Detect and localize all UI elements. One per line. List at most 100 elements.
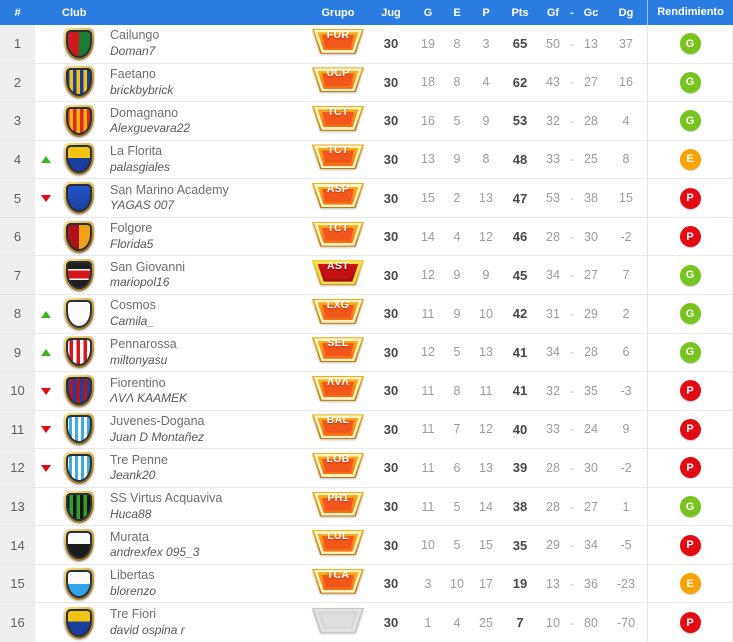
club-crest-icon (64, 220, 94, 253)
manager-name[interactable]: Huca88 (110, 506, 152, 521)
club-cell[interactable]: Cosmos Camila_ (101, 298, 307, 329)
table-row[interactable]: 2 Faetano brickbybrick (0, 63, 733, 103)
club-cell[interactable]: San Giovanni mariopol16 (101, 260, 307, 291)
table-row[interactable]: 14 Murata andrexfex 095_3 (0, 526, 733, 565)
manager-name[interactable]: Alexguevara22 (110, 121, 191, 136)
club-cell[interactable]: SS Virtus Acquaviva Huca88 (101, 491, 307, 522)
club-name[interactable]: Domagnano (110, 105, 179, 120)
table-row[interactable]: 1 Cailungo Doman7 (0, 25, 733, 64)
club-cell[interactable]: Faetano brickbybrick (101, 67, 307, 98)
manager-name[interactable]: YAGAS 007 (110, 198, 175, 213)
club-cell[interactable]: Folgore Florida5 (101, 221, 307, 252)
club-name[interactable]: Cosmos (110, 298, 156, 313)
club-cell[interactable]: Tre Penne Jeank20 (101, 453, 307, 484)
club-cell[interactable]: Fiorentino ΛVΛ KAAMEK (101, 376, 307, 407)
club-name[interactable]: Juvenes-Dogana (110, 414, 205, 429)
manager-name[interactable]: Camila_ (110, 314, 155, 329)
wins-cell: 12 (421, 345, 435, 360)
group-badge[interactable]: TCT (312, 144, 364, 170)
played-cell: 30 (383, 344, 399, 360)
club-name[interactable]: Fiorentino (110, 375, 166, 390)
group-badge[interactable]: ΛVΛ (312, 375, 364, 401)
group-cell: LUL (307, 530, 369, 560)
manager-name[interactable]: ΛVΛ KAAMEK (110, 391, 188, 406)
group-badge[interactable]: FUR (312, 28, 364, 54)
club-name[interactable]: Tre Penne (110, 452, 168, 467)
group-cell: SEL (307, 337, 369, 367)
group-badge[interactable]: UCP (312, 67, 364, 93)
manager-name[interactable]: andrexfex 095_3 (110, 545, 200, 560)
club-cell[interactable]: Juvenes-Dogana Juan D Montañez (101, 414, 307, 445)
table-row[interactable]: 12 Tre Penne Jeank20 (0, 449, 733, 488)
performance-cell: P (647, 179, 733, 217)
manager-name[interactable]: miltonyasu (110, 352, 168, 367)
goals-for-cell: 32 (546, 383, 560, 398)
goal-diff-cell: -2 (620, 229, 632, 244)
club-cell[interactable]: Pennarossa miltonyasu (101, 337, 307, 368)
table-row[interactable]: 3 Domagnano Alexguevara22 (0, 102, 733, 141)
manager-name[interactable]: mariopol16 (110, 275, 170, 290)
manager-name[interactable]: brickbybrick (110, 82, 174, 97)
group-badge[interactable]: LXG (312, 298, 364, 324)
goals-dash: - (570, 152, 574, 167)
club-name[interactable]: Libertas (110, 568, 155, 583)
club-name[interactable]: Cailungo (110, 28, 160, 43)
group-badge[interactable]: BAL (312, 414, 364, 440)
manager-name[interactable]: david ospina r (110, 623, 185, 638)
group-badge[interactable]: AST (312, 260, 364, 286)
group-badge[interactable]: TCT (312, 105, 364, 131)
table-row[interactable]: 15 Libertas blorenzo (0, 564, 733, 604)
badge-inner (322, 574, 354, 588)
goals-against-cell: 28 (584, 113, 598, 128)
badge-inner (322, 111, 354, 125)
club-name[interactable]: Murata (110, 529, 149, 544)
club-cell[interactable]: Libertas blorenzo (101, 568, 307, 599)
manager-name[interactable]: blorenzo (110, 583, 157, 598)
club-name[interactable]: La Florita (110, 144, 163, 159)
performance-badge: G (679, 496, 701, 518)
club-cell[interactable]: Cailungo Doman7 (101, 28, 307, 59)
trend-cell (35, 420, 57, 438)
group-badge[interactable]: TCT (312, 221, 364, 247)
club-name[interactable]: SS Virtus Acquaviva (110, 491, 223, 506)
group-badge[interactable]: TCA (312, 568, 364, 594)
manager-name[interactable]: Juan D Montañez (110, 429, 205, 444)
crest-field (66, 338, 92, 367)
manager-name[interactable]: palasgiales (110, 159, 171, 174)
table-row[interactable]: 10 Fiorentino ΛVΛ KAAMEK (0, 372, 733, 411)
goals-for-cell: 28 (546, 499, 560, 514)
club-name[interactable]: Tre Fiori (110, 607, 157, 622)
table-row[interactable]: 6 Folgore Florida5 (0, 217, 733, 257)
club-name[interactable]: Pennarossa (110, 336, 177, 351)
club-cell[interactable]: San Marino Academy YAGAS 007 (101, 183, 307, 214)
goals-dash: - (570, 229, 574, 244)
table-row[interactable]: 11 Juvenes-Dogana Juan D Montañez (0, 410, 733, 450)
club-cell[interactable]: La Florita palasgiales (101, 144, 307, 175)
club-name[interactable]: San Giovanni (110, 259, 186, 274)
manager-name[interactable]: Jeank20 (110, 468, 156, 483)
table-row[interactable]: 5 San Marino Academy YAGAS 007 (0, 179, 733, 218)
table-row[interactable]: 16 Tre Fiori david ospina r (0, 603, 733, 642)
table-row[interactable]: 9 Pennarossa miltonyasu (0, 333, 733, 373)
manager-name[interactable]: Florida5 (110, 236, 154, 251)
table-row[interactable]: 13 SS Virtus Acquaviva Huca88 (0, 487, 733, 527)
club-cell[interactable]: Murata andrexfex 095_3 (101, 530, 307, 561)
goal-diff-cell: 37 (619, 36, 633, 51)
group-badge[interactable]: LUL (312, 530, 364, 556)
club-name[interactable]: Folgore (110, 221, 153, 236)
group-badge[interactable]: SEL (312, 337, 364, 363)
table-row[interactable]: 8 Cosmos Camila_ (0, 294, 733, 334)
club-name[interactable]: Faetano (110, 67, 156, 82)
club-name[interactable]: San Marino Academy (110, 182, 229, 197)
draws-cell: 9 (453, 306, 461, 321)
club-cell[interactable]: Domagnano Alexguevara22 (101, 106, 307, 137)
club-cell[interactable]: Tre Fiori david ospina r (101, 607, 307, 638)
table-row[interactable]: 4 La Florita palasgiales (0, 140, 733, 180)
group-badge[interactable]: ASP (312, 183, 364, 209)
table-row[interactable]: 7 San Giovanni mariopol16 (0, 256, 733, 295)
manager-name[interactable]: Doman7 (110, 44, 156, 59)
group-badge[interactable]: PH1 (312, 491, 364, 517)
group-badge[interactable]: LOB (312, 452, 364, 478)
club-crest-icon (64, 104, 94, 137)
group-badge[interactable] (312, 607, 364, 633)
